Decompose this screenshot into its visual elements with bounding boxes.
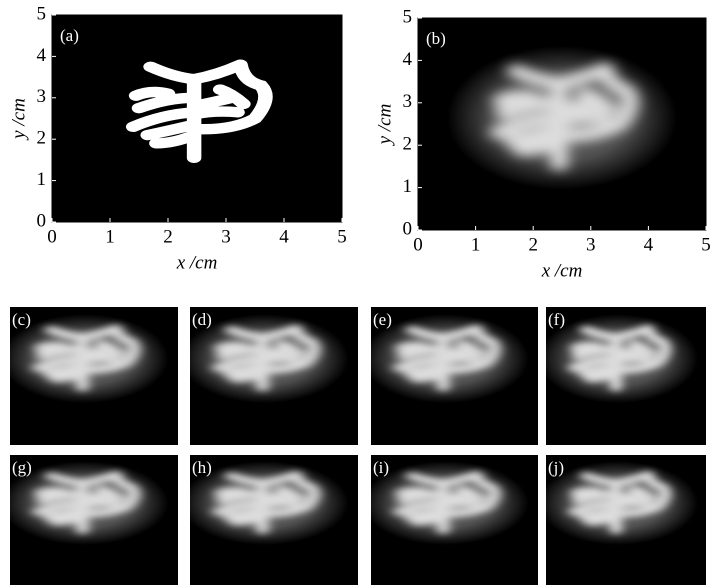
y-tick-label: 2: [37, 128, 47, 149]
panel-label: (c): [12, 310, 31, 329]
y-tick-label: 2: [403, 134, 413, 155]
panel-label: (i): [373, 458, 389, 477]
panel-label: (f): [548, 310, 565, 329]
y-tick-label: 4: [403, 49, 413, 70]
x-tick-label: 3: [586, 234, 596, 255]
panel-label: (e): [373, 310, 392, 329]
y-tick-label: 1: [403, 176, 413, 197]
x-tick-label: 0: [47, 226, 57, 247]
panel-label: (g): [12, 458, 32, 477]
x-tick-label: 4: [644, 234, 654, 255]
x-tick-label: 1: [471, 234, 481, 255]
x-tick-label: 1: [105, 226, 115, 247]
y-axis-label: y /cm: [374, 104, 395, 147]
figure: (a) 0 1 2 3 4 5 0 1 2 3 4 5 x /cm y /cm (b) 0 1 2 3 4 5 0 1 2 3 4 5…: [0, 0, 712, 586]
y-axis-label: y /cm: [8, 98, 29, 141]
y-tick-label: 5: [37, 3, 47, 24]
panel-label: (b): [426, 29, 446, 48]
y-tick-label: 5: [403, 6, 413, 27]
y-tick-label: 4: [37, 45, 47, 66]
x-tick-label: 3: [221, 226, 231, 247]
panel-label: (j): [548, 458, 564, 477]
x-tick-label: 5: [701, 234, 711, 255]
x-tick-label: 5: [337, 226, 347, 247]
y-tick-label: 3: [37, 86, 47, 107]
x-tick-label: 2: [163, 226, 173, 247]
x-tick-label: 0: [413, 234, 423, 255]
y-tick-label: 0: [403, 218, 413, 239]
y-tick-label: 3: [403, 91, 413, 112]
x-axis-label: x /cm: [176, 252, 218, 273]
panel-label: (h): [192, 458, 212, 477]
y-tick-label: 0: [37, 210, 47, 231]
y-tick-label: 1: [37, 169, 47, 190]
leaf-image: [447, 46, 677, 190]
panel-label: (d): [192, 310, 212, 329]
x-axis-label: x /cm: [541, 260, 583, 281]
panel-label: (a): [60, 26, 79, 45]
x-tick-label: 2: [528, 234, 538, 255]
x-tick-label: 4: [279, 226, 289, 247]
